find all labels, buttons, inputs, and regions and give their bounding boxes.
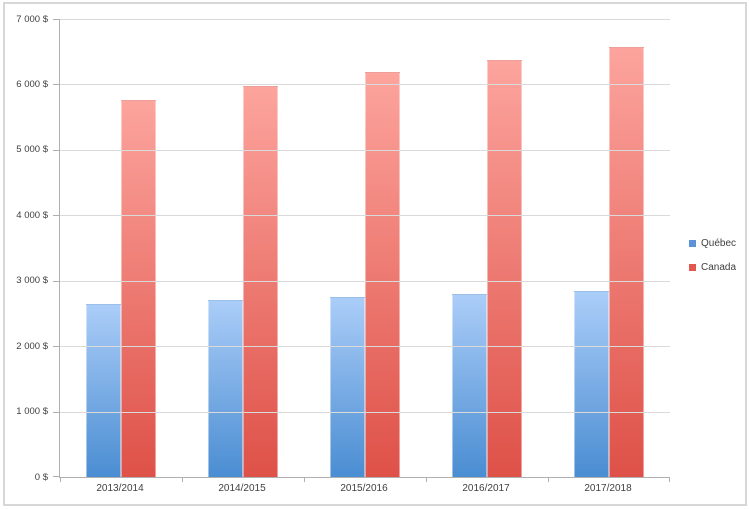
x-tick-label: 2016/2017 [462,483,510,494]
x-axis-tick [426,478,427,482]
y-tick-label: 1 000 $ [16,405,48,417]
bar-qubec-2014/2015 [208,300,243,477]
gridline [60,84,670,86]
bar-qubec-2017/2018 [574,290,609,477]
y-axis-tick [53,411,59,413]
x-tick-label: 2015/2016 [340,483,388,494]
legend: Québec Canada [689,236,736,284]
gridline [60,280,670,282]
category-group-2017/2018 [548,19,670,477]
x-axis-tick [304,478,305,482]
x-tick-label: 2013/2014 [96,483,144,494]
bars-row [60,19,670,477]
y-axis-tick [53,19,59,20]
legend-swatch-icon [689,239,696,247]
legend-swatch-icon [689,263,696,271]
bar-qubec-2015/2016 [330,296,365,477]
plot-area [53,19,670,482]
x-tick-label: 2017/2018 [584,483,632,494]
chart-frame: 0 $ 1 000 $ 2 000 $ 3 000 $ 4 000 $ 5 000 $ 6 … [3,2,747,506]
y-axis-tick [53,149,59,151]
x-axis-tick [60,478,61,482]
gridline [60,19,670,20]
y-tick-label: 0 $ [34,471,48,483]
x-tick-label: 2014/2015 [218,483,266,494]
y-tick-label: 4 000 $ [16,209,48,221]
x-axis-tick [548,478,549,482]
bar-canada-2015/2016 [365,72,400,477]
category-group-2014/2015 [182,19,304,477]
y-axis-tick [53,280,59,282]
y-axis-tick [53,84,59,86]
y-axis-tick [53,215,59,217]
gridline [60,149,670,151]
gridline [60,346,670,348]
bar-canada-2017/2018 [609,47,644,477]
x-axis-tick [182,478,183,482]
x-axis-tick [669,478,670,482]
bar-canada-2013/2014 [121,99,156,477]
legend-item-canada: Canada [689,260,736,274]
y-axis-tick [53,476,59,477]
y-tick-label: 3 000 $ [16,274,48,286]
category-group-2016/2017 [426,19,548,477]
bar-qubec-2016/2017 [452,294,487,477]
y-tick-label: 2 000 $ [16,340,48,352]
y-tick-label: 7 000 $ [16,13,48,25]
category-group-2015/2016 [304,19,426,477]
y-tick-label: 6 000 $ [16,78,48,90]
gridline [60,411,670,413]
y-tick-label: 5 000 $ [16,144,48,156]
legend-item-qubec: Québec [689,236,736,250]
category-group-2013/2014 [60,19,182,477]
gridline [60,215,670,217]
bar-qubec-2013/2014 [86,303,121,477]
legend-label: Canada [701,261,737,273]
y-axis-tick [53,346,59,348]
x-axis-labels: 2013/2014 2014/2015 2015/2016 2016/2017 2017… [59,483,669,494]
bar-canada-2016/2017 [487,59,522,477]
y-axis-labels: 0 $ 1 000 $ 2 000 $ 3 000 $ 4 000 $ 5 000 $ 6 … [2,14,48,481]
legend-label: Québec [701,237,737,249]
